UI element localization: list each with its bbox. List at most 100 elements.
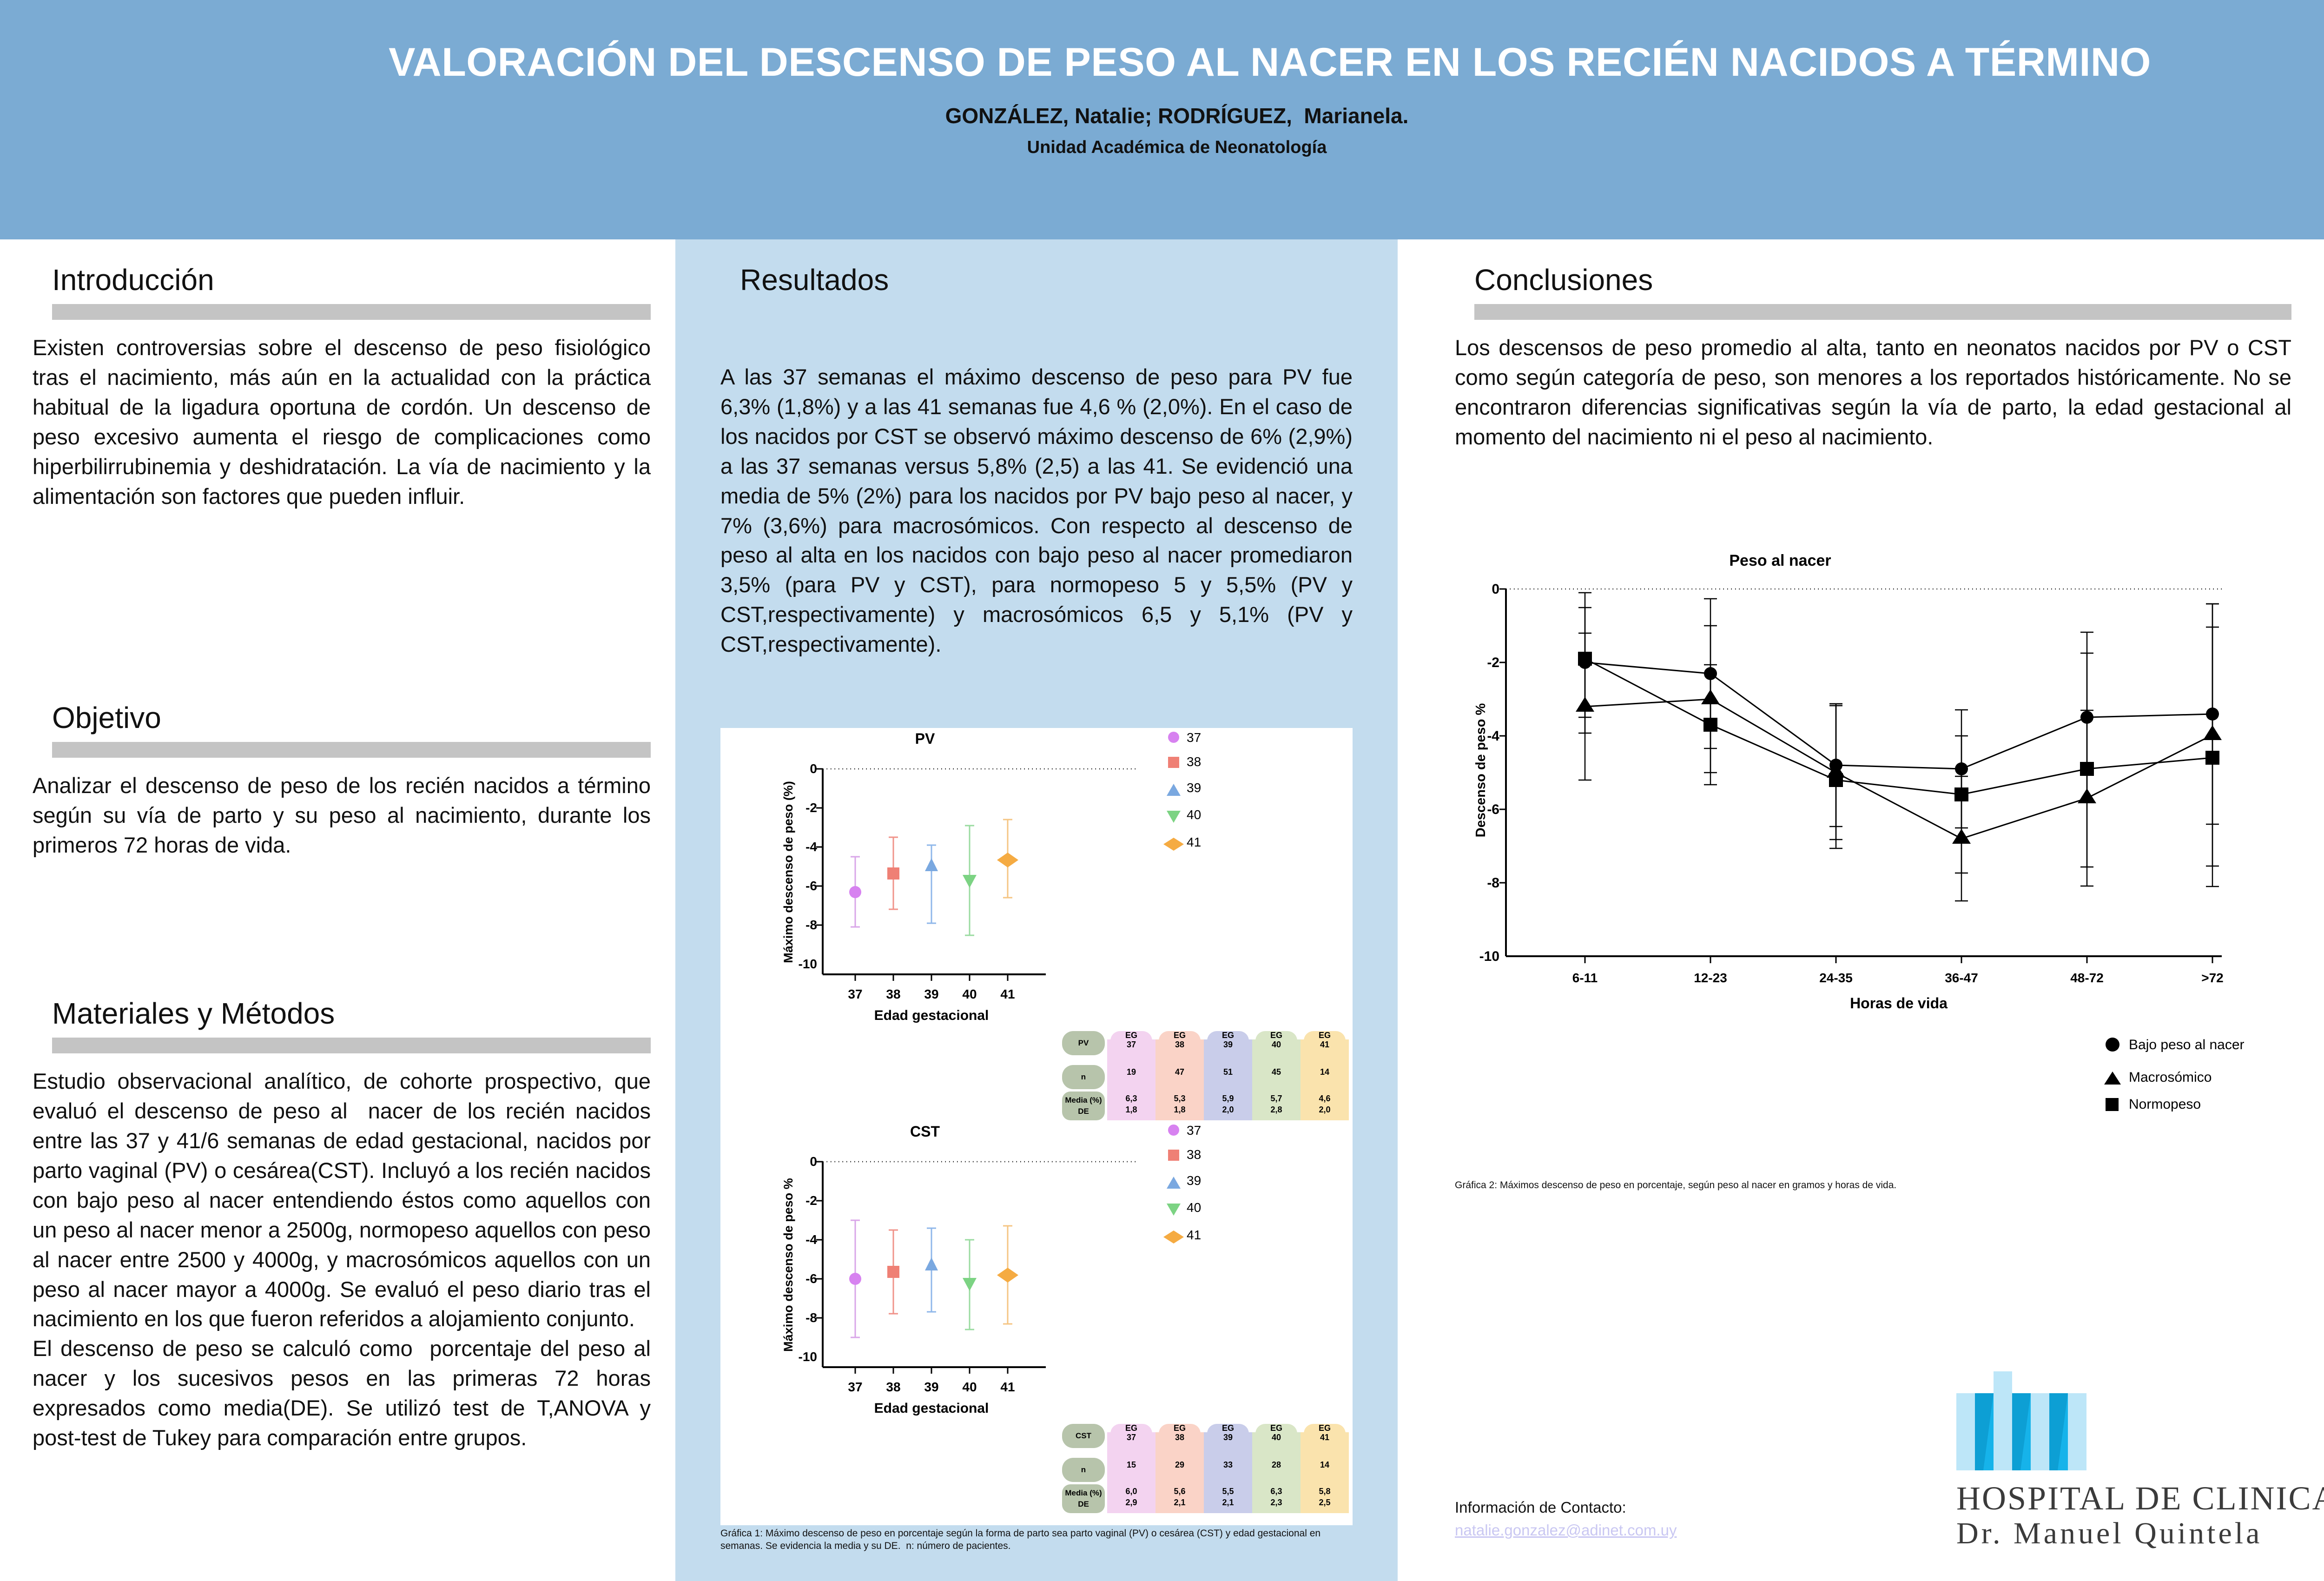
svg-text:-4: -4 [805,1232,817,1247]
svg-text:EG: EG [1125,1423,1137,1433]
svg-text:39: 39 [924,1380,938,1394]
svg-text:Edad gestacional: Edad gestacional [874,1401,989,1416]
svg-text:-6: -6 [805,879,817,893]
svg-text:-4: -4 [805,840,817,854]
svg-text:0: 0 [810,761,817,776]
svg-text:37: 37 [1187,730,1201,745]
svg-text:2,1: 2,1 [1222,1498,1234,1507]
svg-text:-8: -8 [1487,875,1499,891]
svg-text:-10: -10 [1479,949,1499,964]
svg-text:14: 14 [1320,1460,1329,1469]
svg-text:2,9: 2,9 [1125,1498,1137,1507]
svg-text:6,3: 6,3 [1270,1487,1282,1496]
svg-text:38: 38 [1175,1040,1184,1049]
svg-text:2,0: 2,0 [1319,1105,1330,1114]
svg-text:40: 40 [1272,1040,1281,1049]
svg-text:4,6: 4,6 [1319,1094,1330,1103]
svg-text:5,3: 5,3 [1174,1094,1185,1103]
svg-text:5,9: 5,9 [1222,1094,1234,1103]
svg-text:Edad gestacional: Edad gestacional [874,1008,989,1023]
svg-text:Macrosómico: Macrosómico [2129,1070,2212,1085]
svg-text:-4: -4 [1487,728,1499,744]
svg-text:-2: -2 [805,800,817,815]
svg-text:Máximo descenso de peso %: Máximo descenso de peso % [781,1178,795,1352]
svg-text:29: 29 [1175,1460,1184,1469]
svg-text:5,7: 5,7 [1270,1094,1282,1103]
svg-text:1,8: 1,8 [1125,1105,1137,1114]
svg-text:38: 38 [1175,1433,1184,1442]
svg-text:EG: EG [1125,1031,1137,1040]
svg-text:-2: -2 [1487,655,1499,670]
svg-text:24-35: 24-35 [1819,971,1853,985]
svg-text:37: 37 [1127,1040,1136,1049]
svg-text:39: 39 [1187,1173,1201,1188]
svg-text:41: 41 [1187,1228,1201,1242]
svg-text:Máximo descenso de peso (%): Máximo descenso de peso (%) [781,781,795,963]
svg-text:41: 41 [1000,1380,1015,1394]
svg-text:5,5: 5,5 [1222,1487,1234,1496]
svg-text:EG: EG [1174,1031,1186,1040]
svg-text:-10: -10 [799,1349,817,1364]
svg-text:2,3: 2,3 [1270,1498,1282,1507]
svg-text:41: 41 [1320,1040,1329,1049]
svg-text:EG: EG [1270,1423,1282,1433]
svg-text:Bajo peso al nacer: Bajo peso al nacer [2129,1037,2245,1052]
svg-text:47: 47 [1175,1067,1184,1077]
svg-text:2,1: 2,1 [1174,1498,1185,1507]
svg-text:41: 41 [1000,987,1015,1001]
svg-text:Normopeso: Normopeso [2129,1097,2201,1112]
svg-text:41: 41 [1187,835,1201,849]
svg-text:0: 0 [1492,582,1499,597]
svg-text:>72: >72 [2201,971,2224,985]
svg-text:2,8: 2,8 [1270,1105,1282,1114]
svg-text:-8: -8 [805,918,817,932]
svg-text:Descenso de peso %: Descenso de peso % [1473,703,1488,837]
svg-text:EG: EG [1174,1423,1186,1433]
svg-text:n: n [1081,1465,1086,1474]
svg-text:37: 37 [848,987,862,1001]
svg-text:0: 0 [810,1154,817,1169]
svg-text:37: 37 [1127,1433,1136,1442]
svg-text:15: 15 [1127,1460,1136,1469]
svg-text:39: 39 [924,987,938,1001]
svg-text:-8: -8 [805,1310,817,1325]
svg-text:EG: EG [1319,1423,1331,1433]
svg-text:DE: DE [1078,1500,1089,1508]
svg-text:Peso al nacer: Peso al nacer [1729,552,1831,569]
svg-text:-6: -6 [805,1271,817,1286]
svg-text:Media (%): Media (%) [1065,1096,1102,1105]
svg-text:28: 28 [1272,1460,1281,1469]
svg-text:38: 38 [886,1380,900,1394]
svg-text:EG: EG [1270,1031,1282,1040]
svg-text:-2: -2 [805,1193,817,1208]
svg-text:DE: DE [1078,1107,1089,1116]
svg-text:37: 37 [848,1380,862,1394]
svg-text:PV: PV [1078,1039,1089,1047]
svg-text:-6: -6 [1487,802,1499,817]
svg-text:48-72: 48-72 [2070,971,2104,985]
svg-text:33: 33 [1223,1460,1233,1469]
svg-text:EG: EG [1222,1031,1234,1040]
svg-text:EG: EG [1319,1031,1331,1040]
svg-text:2,0: 2,0 [1222,1105,1234,1114]
svg-text:2,5: 2,5 [1319,1498,1330,1507]
svg-text:40: 40 [1187,807,1201,822]
svg-text:6-11: 6-11 [1572,971,1598,985]
svg-text:19: 19 [1127,1067,1136,1077]
svg-text:40: 40 [1187,1200,1201,1215]
svg-text:39: 39 [1187,781,1201,795]
svg-text:CST: CST [1076,1431,1092,1440]
svg-text:39: 39 [1223,1433,1233,1442]
svg-text:12-23: 12-23 [1694,971,1727,985]
svg-text:5,8: 5,8 [1319,1487,1330,1496]
svg-text:39: 39 [1223,1040,1233,1049]
svg-text:41: 41 [1320,1433,1329,1442]
svg-text:1,8: 1,8 [1174,1105,1185,1114]
svg-text:PV: PV [915,730,935,747]
svg-text:EG: EG [1222,1423,1234,1433]
svg-text:38: 38 [1187,754,1201,769]
svg-text:Horas de vida: Horas de vida [1850,995,1948,1012]
svg-text:51: 51 [1223,1067,1233,1077]
svg-text:Media (%): Media (%) [1065,1488,1102,1497]
svg-text:-10: -10 [799,957,817,971]
